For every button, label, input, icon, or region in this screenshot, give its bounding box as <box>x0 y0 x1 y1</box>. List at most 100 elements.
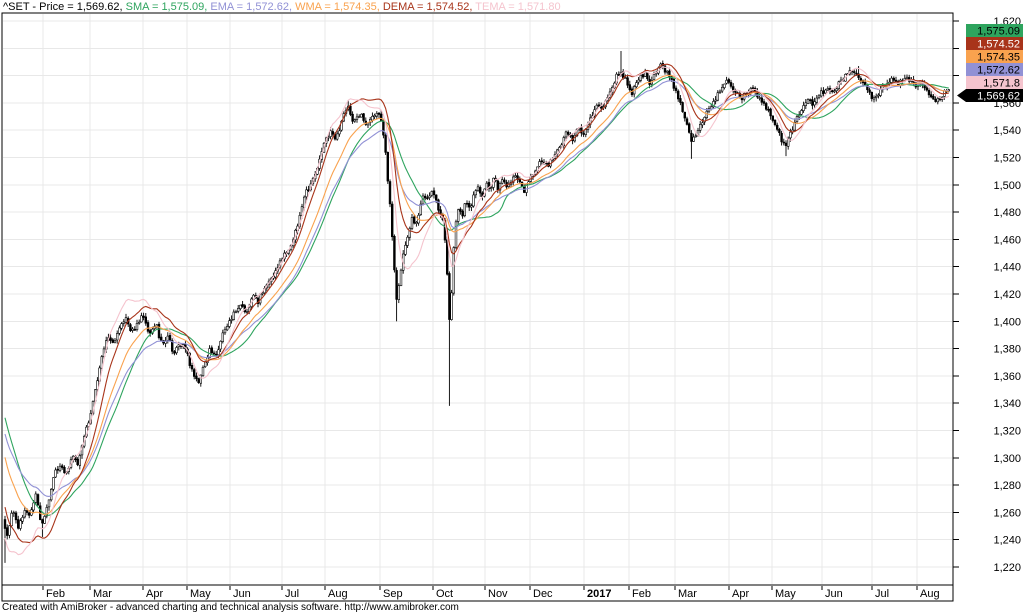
candle-body <box>808 99 812 101</box>
candle-body <box>14 512 18 521</box>
price-tags: 1,575.091,574.521,574.351,572.621,571.81… <box>957 24 1023 103</box>
candle-body <box>223 328 227 334</box>
candle-body <box>146 322 150 332</box>
candle-body <box>423 195 427 199</box>
candle-body <box>679 98 682 103</box>
x-axis-label: Mar <box>93 588 112 600</box>
candle-body <box>124 317 128 323</box>
candle-body <box>131 328 134 331</box>
candle-body <box>237 308 240 312</box>
candle-body <box>393 236 396 271</box>
price-tag-value: 1,574.52 <box>977 39 1020 51</box>
candle-body <box>767 109 770 111</box>
candle-body <box>716 92 720 101</box>
candle-body <box>694 135 698 138</box>
candle-body <box>434 194 438 201</box>
candle-body <box>338 130 341 135</box>
candle-body <box>566 131 570 135</box>
y-axis-label: 1,440 <box>993 262 1021 274</box>
candle-body <box>377 112 381 115</box>
candle-body <box>373 115 376 118</box>
candle-body <box>32 502 35 511</box>
candle-body <box>399 269 403 286</box>
candle-body <box>760 97 764 103</box>
candle-body <box>762 101 766 104</box>
candle-body <box>193 369 196 377</box>
x-axis-strip[interactable] <box>1 584 954 602</box>
candle-body <box>852 71 856 73</box>
x-axis-label: Mar <box>678 588 697 600</box>
candle-body <box>866 84 869 91</box>
candle-body <box>456 209 460 222</box>
candle-body <box>357 116 361 118</box>
candle-body <box>564 131 568 138</box>
candle-body <box>34 493 38 503</box>
candle-body <box>49 489 53 501</box>
x-axis-label: 2017 <box>587 588 611 600</box>
candle-body <box>157 323 161 339</box>
candle-body <box>96 380 99 390</box>
candle-body <box>195 375 198 380</box>
candle-body <box>487 182 491 189</box>
candle-body <box>470 205 473 208</box>
candle-body <box>859 78 863 81</box>
candle-body <box>188 353 191 366</box>
title-segment-SMA: SMA = 1,575.09, <box>125 1 211 13</box>
candle-body <box>410 217 414 229</box>
candle-body <box>215 353 218 356</box>
x-axis-label: Sep <box>383 588 403 600</box>
candle-body <box>538 161 541 167</box>
candle-body <box>870 92 874 99</box>
candle-body <box>142 315 145 318</box>
candle-body <box>725 79 728 84</box>
candle-body <box>789 131 792 139</box>
y-axis-label: 1,260 <box>993 507 1021 519</box>
candle-body <box>19 520 22 529</box>
candle-body <box>729 82 733 87</box>
candle-body <box>824 89 827 94</box>
candle-body <box>727 79 731 83</box>
candle-body <box>518 178 522 183</box>
candle-body <box>133 328 136 331</box>
candle-body <box>740 97 744 101</box>
title-segment-WMA: WMA = 1,574.35, <box>295 1 383 13</box>
y-axis-label: 1,480 <box>993 207 1021 219</box>
candle-body <box>144 316 147 324</box>
candle-body <box>628 84 632 90</box>
candle-body <box>835 88 838 92</box>
candle-body <box>683 111 687 119</box>
x-axis-label: Jun <box>825 588 843 600</box>
x-axis[interactable]: Feb Mar Apr May Jun Jul Aug Sep Oct Nov Dec 2017 Feb… <box>46 588 940 600</box>
candle-body <box>764 103 768 110</box>
candle-body <box>307 189 310 191</box>
candle-body <box>822 90 825 94</box>
y-axis-label: 1,220 <box>993 562 1021 574</box>
candle-body <box>415 222 418 224</box>
candle-body <box>428 195 431 198</box>
candle-body <box>687 123 691 133</box>
candle-body <box>775 124 779 130</box>
candle-body <box>54 469 57 478</box>
candle-body <box>872 97 876 100</box>
candle-body <box>514 175 517 178</box>
x-axis-label: Dec <box>533 588 553 600</box>
title-segment-EMA: EMA = 1,572.62, <box>210 1 296 13</box>
candle-body <box>690 132 693 142</box>
candle-body <box>476 186 480 191</box>
candle-body <box>540 160 544 163</box>
candle-body <box>245 311 249 313</box>
sma-line <box>4 76 949 516</box>
price-tag-tema: 1,571.8 <box>966 76 1023 90</box>
candle-body <box>386 152 389 182</box>
candle-body <box>230 319 233 321</box>
candle-body <box>467 202 471 208</box>
candle-body <box>397 285 400 300</box>
candle-body <box>905 76 909 79</box>
candle-body <box>41 519 44 524</box>
candle-body <box>855 72 858 75</box>
candle-body <box>879 88 882 96</box>
candle-body <box>701 122 704 126</box>
candle-body <box>3 519 7 529</box>
candle-body <box>36 494 40 506</box>
